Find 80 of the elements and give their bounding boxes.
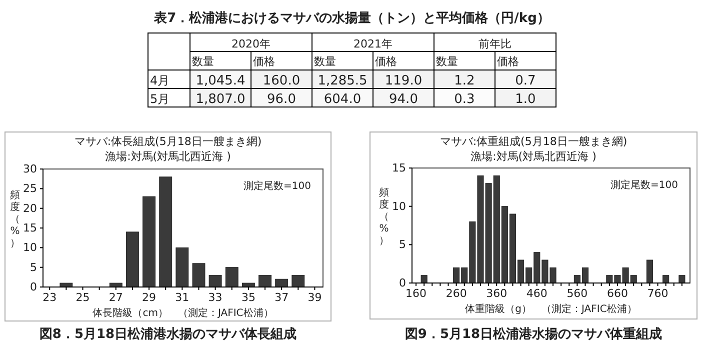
x-tick-label: 33 xyxy=(208,290,222,304)
bar xyxy=(159,176,172,288)
y-axis-title: 頻度（%） xyxy=(379,186,389,246)
x-tick-label: 460 xyxy=(526,286,548,300)
text: 2021年 xyxy=(354,38,392,50)
y-tick-label: 4月 xyxy=(150,74,170,88)
annotation: 測定尾数=100 xyxy=(244,180,311,192)
bar xyxy=(142,196,156,288)
data-label: 1,045.4 xyxy=(196,74,246,88)
chart-subtitle: 漁場:対馬(対馬北西近海 ) xyxy=(470,150,596,163)
bar xyxy=(109,282,122,288)
x-tick-label: 29 xyxy=(142,290,156,304)
x-tick-label: 数量 xyxy=(436,55,458,68)
data-label: 0.3 xyxy=(454,92,475,107)
bar xyxy=(192,263,206,288)
bar xyxy=(242,282,255,288)
x-tick-label: 25 xyxy=(76,290,90,304)
data-label: 604.0 xyxy=(324,92,362,107)
data-label: 1,807.0 xyxy=(196,92,246,107)
y-tick-label: 5 xyxy=(30,260,37,274)
bar xyxy=(662,275,670,284)
chart-title: 表7．松浦港におけるマサバの水揚量（トン）と平均価格（円/kg） xyxy=(153,11,550,26)
x-tick-label: 価格 xyxy=(375,55,397,68)
data-label: 119.0 xyxy=(384,74,422,88)
x-tick-label: 39 xyxy=(308,290,322,304)
x-axis-title: 体長階級（cm） （測定：JAFIC松浦） xyxy=(92,307,274,319)
x-tick-label: 35 xyxy=(241,290,256,304)
bar xyxy=(678,275,686,284)
x-tick-label: 360 xyxy=(486,286,508,300)
x-axis-title: 体重階級（g） （測定：JAFIC松浦） xyxy=(465,303,637,315)
data-label: 0.7 xyxy=(515,74,536,88)
y-tick-label: 25 xyxy=(23,182,37,196)
data-label: 1.2 xyxy=(454,74,475,88)
bar xyxy=(258,274,272,288)
data-label: 1,285.5 xyxy=(318,74,368,88)
x-tick-label: 560 xyxy=(566,286,588,300)
x-tick-label: 価格 xyxy=(497,55,519,68)
chart-subtitle: 漁場:対馬(対馬北西近海 ) xyxy=(105,150,231,163)
chart-title: マサバ:体長組成(5月18日一艘まき網) xyxy=(74,135,262,148)
bar xyxy=(646,260,653,284)
y-tick-label: 10 xyxy=(392,200,406,213)
y-tick-label: 0 xyxy=(30,280,37,294)
x-tick-label: 37 xyxy=(274,290,289,304)
bar xyxy=(292,274,305,288)
text: 前年比 xyxy=(478,38,512,50)
y-axis-title: 頻度（%） xyxy=(10,189,20,249)
chart-title: マサバ:体重組成(5月18日一艘まき網) xyxy=(440,135,628,148)
y-tick-label: 15 xyxy=(23,222,37,235)
data-label: 160.0 xyxy=(262,74,300,88)
x-tick-label: 数量 xyxy=(314,55,336,68)
bar xyxy=(60,282,73,288)
x-tick-label: 31 xyxy=(175,290,190,304)
x-tick-label: 160 xyxy=(406,286,427,300)
y-tick-label: 5 xyxy=(399,238,406,252)
bar xyxy=(126,232,139,288)
x-tick-label: 23 xyxy=(42,290,57,304)
x-tick-label: 660 xyxy=(606,286,628,300)
x-tick-label: 数量 xyxy=(192,55,214,68)
text: 2020年 xyxy=(232,38,270,50)
caption: 図9．5月18日松浦港水揚のマサバ体重組成 xyxy=(404,326,662,342)
y-tick-label: 15 xyxy=(392,162,406,175)
x-tick-label: 価格 xyxy=(253,55,275,68)
bar xyxy=(176,247,189,288)
data-label: 96.0 xyxy=(267,92,296,107)
y-tick-label: 0 xyxy=(399,276,406,290)
y-tick-label: 20 xyxy=(23,202,37,215)
x-tick-label: 27 xyxy=(108,290,123,304)
annotation: 測定尾数=100 xyxy=(610,179,678,191)
bar xyxy=(208,274,222,288)
y-tick-label: 10 xyxy=(23,241,37,254)
x-tick-label: 260 xyxy=(446,286,467,300)
x-tick-label: 760 xyxy=(647,286,668,300)
data-label: 94.0 xyxy=(389,92,418,107)
caption: 図8．5月18日松浦港水揚のマサバ体長組成 xyxy=(39,327,297,342)
y-tick-label: 30 xyxy=(23,162,37,176)
bar xyxy=(420,275,428,284)
bar xyxy=(225,267,238,288)
y-tick-label: 5月 xyxy=(150,92,170,106)
bar xyxy=(275,278,288,288)
data-label: 1.0 xyxy=(515,92,536,107)
